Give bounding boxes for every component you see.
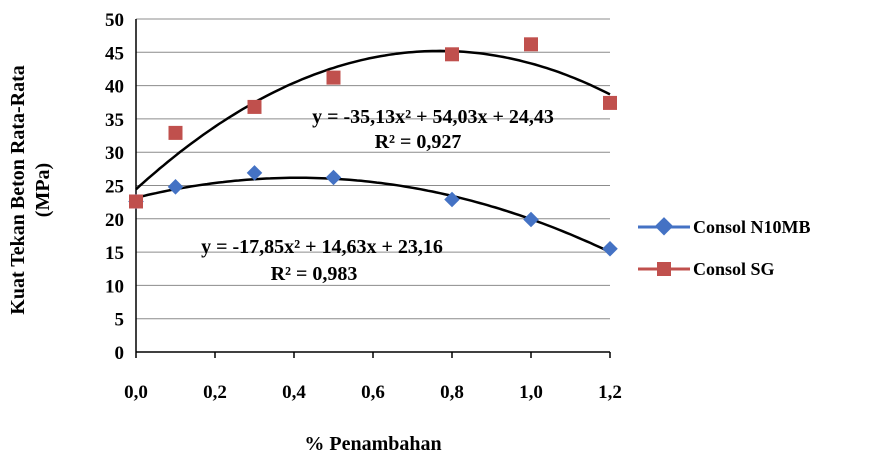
- y-tick-label-10: 50: [105, 10, 124, 31]
- legend-item-consol-sg: Consol SG: [638, 259, 775, 279]
- y-tick-label-8: 40: [105, 77, 124, 98]
- marker-series-1-point-4: [445, 47, 459, 62]
- legend-label-consol-n10mb: Consol N10MB: [693, 217, 811, 237]
- trendlines: [135, 49, 611, 254]
- marker-series-1-point-1: [168, 125, 183, 140]
- marker-series-1-point-3: [326, 70, 341, 85]
- trendline-r2-consol-sg: R² = 0,927: [375, 131, 462, 153]
- x-axis-title: % Penambahan: [304, 433, 441, 454]
- x-tick-label-0: 0,0: [124, 382, 148, 403]
- y-tick-label-5: 25: [105, 177, 124, 198]
- x-tick-label-5: 1,0: [519, 382, 543, 403]
- y-tick-label-7: 35: [105, 110, 124, 131]
- trendline-series-1: [135, 49, 611, 191]
- legend: Consol N10MB Consol SG: [638, 217, 811, 279]
- trendline-r2-consol-n10mb: R² = 0,983: [271, 263, 358, 285]
- marker-series-0-point-5: [523, 211, 539, 228]
- y-tick-label-1: 5: [115, 310, 125, 331]
- y-tick-label-4: 20: [105, 210, 124, 231]
- trendline-equation-consol-sg: y = -35,13x² + 54,03x + 24,43: [312, 106, 554, 128]
- gridlines: [136, 18, 610, 320]
- marker-series-1-point-6: [603, 95, 617, 110]
- marker-series-0-point-3: [325, 169, 342, 186]
- x-tick-label-3: 0,6: [361, 382, 385, 403]
- trendline-equation-consol-n10mb: y = -17,85x² + 14,63x + 23,16: [201, 236, 443, 258]
- marker-series-0-point-2: [246, 165, 263, 181]
- axes: [135, 19, 611, 358]
- y-tick-label-2: 10: [105, 276, 124, 297]
- marker-series-0-point-6: [602, 240, 618, 257]
- y-tick-label-3: 15: [105, 243, 124, 264]
- marker-series-0-point-1: [167, 179, 184, 195]
- marker-series-0-point-4: [444, 191, 460, 208]
- x-tick-label-6: 1,2: [598, 382, 622, 403]
- legend-label-consol-sg: Consol SG: [693, 259, 775, 279]
- y-tick-label-0: 0: [115, 343, 125, 364]
- y-axis-title-line1: Kuat Tekan Beton Rata-Rata: [7, 65, 29, 314]
- x-tick-label-4: 0,8: [440, 382, 464, 403]
- x-tick-label-1: 0,2: [203, 382, 227, 403]
- y-tick-label-9: 45: [105, 43, 124, 64]
- x-tick-label-2: 0,4: [282, 382, 306, 403]
- marker-series-1-point-5: [524, 37, 538, 52]
- marker-series-1-point-0: [129, 194, 143, 209]
- y-axis-title-line2: (MPa): [32, 163, 54, 217]
- data-markers: [128, 37, 618, 257]
- marker-series-1-point-2: [247, 99, 262, 114]
- legend-item-consol-n10mb: Consol N10MB: [638, 217, 811, 237]
- tick-labels: 0 5 10 15 20 25 30 35 40 45 50 0,0 0,2 0,4 0,6 0,8 1,0 1,…: [105, 10, 622, 403]
- y-tick-label-6: 30: [105, 143, 124, 164]
